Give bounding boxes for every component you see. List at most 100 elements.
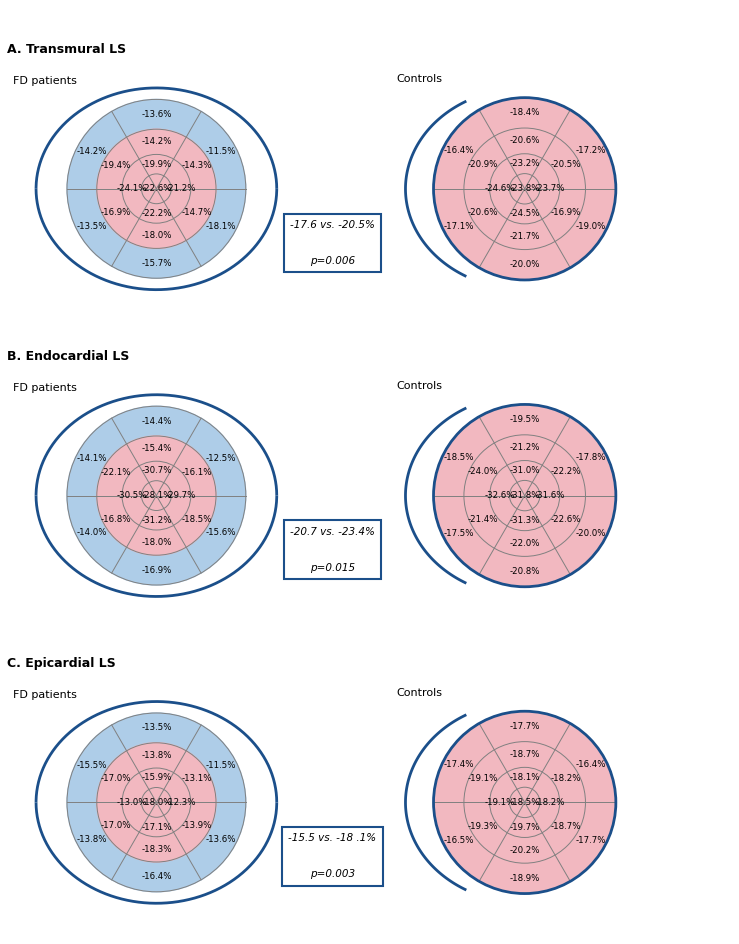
Text: -14.7%: -14.7% [182, 208, 212, 217]
Text: B. Endocardial LS: B. Endocardial LS [7, 350, 130, 362]
Text: -24.0%: -24.0% [468, 467, 498, 476]
Text: -13.8%: -13.8% [141, 750, 171, 760]
Text: -16.4%: -16.4% [443, 146, 474, 156]
Text: -18.0%: -18.0% [141, 538, 171, 548]
Text: -20.7 vs. -23.4%

p=0.015: -20.7 vs. -23.4% p=0.015 [290, 527, 375, 573]
Text: -17.7%: -17.7% [575, 835, 606, 845]
Text: -20.6%: -20.6% [509, 136, 540, 145]
Text: -12.3%: -12.3% [166, 798, 197, 807]
Circle shape [67, 99, 246, 278]
Text: -23.2%: -23.2% [509, 160, 540, 168]
Text: -18.9%: -18.9% [509, 874, 540, 883]
Text: -22.2%: -22.2% [551, 467, 582, 476]
Text: Controls: Controls [396, 381, 442, 391]
Circle shape [122, 462, 191, 530]
Circle shape [97, 743, 216, 862]
Text: -14.0%: -14.0% [77, 529, 107, 537]
Text: -18.7%: -18.7% [551, 822, 582, 831]
Circle shape [509, 787, 540, 818]
Text: -12.5%: -12.5% [205, 454, 236, 463]
Text: -23.7%: -23.7% [534, 184, 565, 194]
Text: -21.7%: -21.7% [509, 232, 540, 242]
Circle shape [490, 461, 559, 531]
Text: -22.1%: -22.1% [101, 467, 131, 477]
Circle shape [97, 436, 216, 555]
Text: -17.0%: -17.0% [101, 774, 131, 784]
Text: -23.8%: -23.8% [509, 184, 540, 194]
Text: -15.5 vs. -18 .1%

p=0.003: -15.5 vs. -18 .1% p=0.003 [288, 834, 377, 880]
Text: -16.4%: -16.4% [575, 760, 606, 769]
Text: -22.6%: -22.6% [551, 515, 582, 524]
Text: -19.7%: -19.7% [509, 823, 540, 832]
Text: A. Transmural LS: A. Transmural LS [7, 43, 126, 56]
Text: -17.0%: -17.0% [101, 821, 131, 831]
Text: -21.2%: -21.2% [166, 184, 197, 194]
Text: -13.6%: -13.6% [141, 110, 171, 119]
Text: -11.5%: -11.5% [205, 147, 236, 156]
Text: Controls: Controls [396, 688, 442, 698]
Circle shape [434, 404, 616, 587]
Text: -14.4%: -14.4% [141, 416, 171, 426]
Text: -28.1%: -28.1% [141, 491, 171, 500]
Text: FD patients: FD patients [13, 383, 77, 394]
Text: -17.6 vs. -20.5%

p=0.006: -17.6 vs. -20.5% p=0.006 [290, 220, 375, 266]
Circle shape [464, 435, 585, 556]
Text: -21.2%: -21.2% [509, 443, 540, 452]
Text: -11.5%: -11.5% [205, 761, 236, 769]
Text: -22.0%: -22.0% [509, 539, 540, 548]
Text: -18.0%: -18.0% [141, 798, 171, 807]
Text: -24.5%: -24.5% [509, 210, 540, 218]
Text: -18.5%: -18.5% [509, 798, 540, 807]
Text: C. Epicardial LS: C. Epicardial LS [7, 657, 116, 669]
Text: -15.9%: -15.9% [141, 773, 171, 783]
Text: -13.5%: -13.5% [141, 723, 171, 733]
Text: -18.4%: -18.4% [509, 109, 540, 117]
Text: -14.1%: -14.1% [77, 454, 107, 463]
Text: -16.9%: -16.9% [551, 209, 582, 217]
Text: -21.4%: -21.4% [468, 515, 498, 524]
Circle shape [490, 154, 559, 224]
Text: -17.1%: -17.1% [141, 822, 171, 832]
Text: -19.5%: -19.5% [509, 415, 540, 424]
Text: -18.0%: -18.0% [141, 231, 171, 241]
Circle shape [434, 97, 616, 280]
Text: -31.8%: -31.8% [509, 491, 540, 500]
Circle shape [67, 713, 246, 892]
Text: -30.7%: -30.7% [141, 466, 171, 476]
Text: -31.0%: -31.0% [509, 466, 540, 475]
Text: -17.5%: -17.5% [443, 529, 474, 538]
Text: -16.1%: -16.1% [182, 467, 212, 477]
Circle shape [67, 406, 246, 585]
Text: -20.9%: -20.9% [468, 160, 498, 169]
Text: -18.5%: -18.5% [182, 514, 212, 524]
Text: -16.8%: -16.8% [101, 514, 131, 524]
Text: -31.6%: -31.6% [534, 491, 565, 500]
Text: -19.3%: -19.3% [468, 822, 498, 831]
Text: -19.1%: -19.1% [484, 798, 515, 807]
Text: -18.5%: -18.5% [443, 453, 474, 463]
Text: -20.8%: -20.8% [509, 567, 540, 576]
Circle shape [509, 480, 540, 511]
Text: -19.4%: -19.4% [101, 160, 131, 170]
Text: -24.1%: -24.1% [117, 184, 147, 194]
Text: -20.6%: -20.6% [468, 209, 498, 217]
Circle shape [141, 480, 171, 511]
Text: -22.6%: -22.6% [141, 184, 171, 194]
Text: -31.2%: -31.2% [141, 515, 171, 525]
Text: -14.3%: -14.3% [182, 160, 212, 170]
Text: -30.5%: -30.5% [117, 491, 147, 500]
Text: -13.9%: -13.9% [182, 821, 212, 831]
Circle shape [97, 129, 216, 248]
Text: -24.6%: -24.6% [484, 184, 515, 194]
Text: -17.2%: -17.2% [575, 146, 606, 156]
Text: -18.1%: -18.1% [509, 773, 540, 782]
Circle shape [464, 742, 585, 863]
Circle shape [509, 174, 540, 204]
Text: -13.0%: -13.0% [117, 798, 147, 807]
Text: -18.3%: -18.3% [141, 845, 171, 854]
Text: -17.7%: -17.7% [509, 722, 540, 731]
Text: Controls: Controls [396, 75, 442, 84]
Text: -13.5%: -13.5% [77, 222, 107, 230]
Text: -19.1%: -19.1% [468, 774, 498, 783]
Circle shape [122, 768, 191, 836]
